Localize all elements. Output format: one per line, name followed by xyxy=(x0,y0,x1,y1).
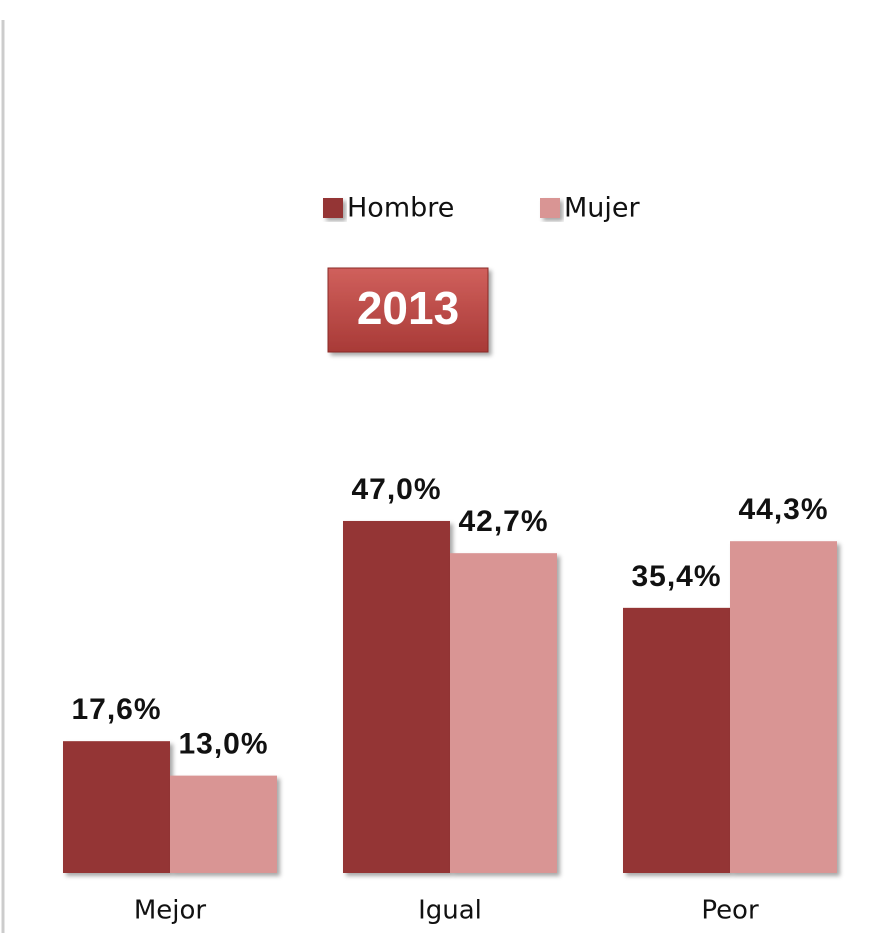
data-label: 44,3% xyxy=(738,493,828,526)
data-label: 35,4% xyxy=(631,560,721,593)
bar xyxy=(450,553,557,873)
bar xyxy=(63,741,170,873)
bar xyxy=(343,520,450,873)
data-label: 42,7% xyxy=(458,505,548,538)
x-tick-label: Mejor xyxy=(134,896,207,926)
chart-title: 2013 xyxy=(357,282,459,334)
x-tick-label: Igual xyxy=(418,896,482,926)
bar xyxy=(623,607,730,873)
title-box xyxy=(327,267,489,353)
legend-label: Mujer xyxy=(564,193,641,224)
legend-label: Hombre xyxy=(347,193,454,224)
data-label: 13,0% xyxy=(178,728,268,761)
bar xyxy=(170,775,277,873)
x-tick-label: Peor xyxy=(701,896,759,926)
legend-swatch xyxy=(540,198,560,218)
legend-swatch xyxy=(323,198,343,218)
data-label: 17,6% xyxy=(71,693,161,726)
data-label: 47,0% xyxy=(351,473,441,506)
bar xyxy=(730,541,837,873)
